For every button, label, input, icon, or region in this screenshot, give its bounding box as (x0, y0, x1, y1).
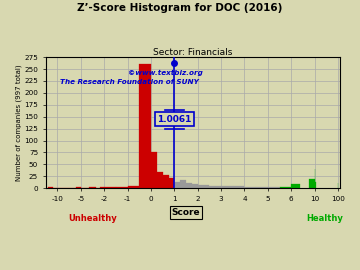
Text: Unhealthy: Unhealthy (68, 214, 117, 224)
Bar (76, 187, 81, 188)
Text: Healthy: Healthy (307, 214, 343, 224)
Bar (244, 187, 256, 188)
Bar (127, 186, 139, 188)
Bar (268, 187, 279, 188)
Bar (291, 184, 300, 188)
Bar (100, 187, 104, 188)
Bar (104, 187, 116, 188)
Y-axis label: Number of companies (997 total): Number of companies (997 total) (15, 64, 22, 181)
Bar (256, 187, 268, 188)
Bar (139, 64, 151, 188)
Bar (279, 187, 291, 188)
Bar (198, 185, 210, 188)
Bar (309, 179, 315, 188)
Bar (210, 186, 221, 188)
Text: 1.0061: 1.0061 (157, 114, 192, 124)
Title: Sector: Financials: Sector: Financials (153, 48, 233, 57)
Bar (151, 153, 157, 188)
Bar (192, 184, 198, 188)
Bar (89, 187, 96, 188)
Bar (233, 186, 244, 188)
Text: Z’-Score Histogram for DOC (2016): Z’-Score Histogram for DOC (2016) (77, 3, 283, 13)
Text: ©www.textbiz.org: ©www.textbiz.org (128, 70, 203, 76)
Bar (180, 180, 186, 188)
Bar (174, 183, 180, 188)
Bar (116, 187, 127, 188)
Bar (186, 183, 192, 188)
Bar (48, 187, 53, 188)
Bar (163, 175, 168, 188)
Bar (221, 186, 233, 188)
Text: Score: Score (172, 208, 201, 217)
Bar (168, 178, 174, 188)
Bar (157, 171, 163, 188)
Text: The Research Foundation of SUNY: The Research Foundation of SUNY (60, 79, 199, 85)
